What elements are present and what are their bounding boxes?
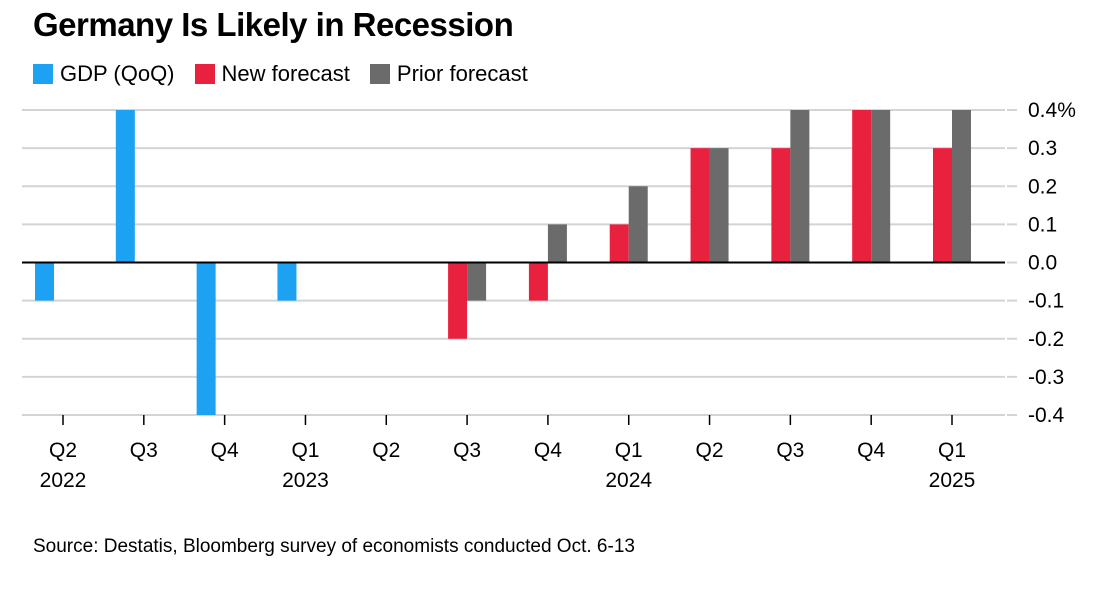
y-tick-label: -0.1	[1028, 290, 1064, 313]
x-tick-label-quarter: Q2	[696, 439, 724, 462]
x-tick-label-quarter: Q3	[130, 439, 158, 462]
bar-gdp-qoq	[115, 110, 135, 263]
bar-new-forecast	[528, 262, 548, 301]
legend-label-prior-forecast: Prior forecast	[396, 61, 528, 86]
legend-swatch-prior-forecast	[369, 64, 390, 84]
bar-prior-forecast	[547, 224, 567, 263]
legend-swatch-new-forecast	[194, 64, 215, 84]
y-tick-label: 0.3	[1028, 137, 1057, 160]
legend-item-gdp: GDP (QoQ)	[33, 61, 175, 87]
legend: GDP (QoQ) New forecast Prior forecast	[33, 60, 548, 88]
bar-prior-forecast	[467, 262, 487, 301]
legend-swatch-gdp	[33, 64, 53, 84]
bar-prior-forecast	[790, 110, 810, 263]
y-tick-label: 0.2	[1028, 175, 1057, 198]
bar-new-forecast	[609, 224, 629, 263]
legend-label-new-forecast: New forecast	[221, 61, 350, 86]
x-tick-label-year: 2022	[40, 469, 87, 492]
x-tick-label-year: 2025	[929, 469, 976, 492]
bar-prior-forecast	[709, 148, 729, 263]
bar-prior-forecast	[628, 186, 648, 263]
bar-gdp-qoq	[277, 262, 297, 301]
x-tick-label-quarter: Q4	[534, 439, 562, 462]
bar-new-forecast	[933, 148, 952, 263]
y-tick-label: 0.0	[1028, 252, 1057, 275]
x-tick-label-quarter: Q1	[615, 439, 643, 462]
legend-label-gdp: GDP (QoQ)	[60, 61, 175, 86]
bar-gdp-qoq	[196, 262, 216, 415]
bar-new-forecast	[690, 148, 710, 263]
x-tick-label-quarter: Q4	[857, 439, 885, 462]
bar-prior-forecast	[871, 110, 891, 263]
y-tick-label: 0.1	[1028, 213, 1057, 236]
x-tick-label-quarter: Q3	[453, 439, 481, 462]
y-tick-label: -0.4	[1028, 404, 1065, 427]
x-tick-label-quarter: Q2	[49, 439, 77, 462]
legend-item-prior-forecast: Prior forecast	[369, 61, 528, 87]
y-tick-label: 0.4%	[1028, 99, 1076, 122]
bar-prior-forecast	[952, 110, 971, 263]
legend-item-new-forecast: New forecast	[194, 61, 350, 87]
x-tick-label-quarter: Q2	[372, 439, 400, 462]
bar-new-forecast	[852, 110, 872, 263]
bar-new-forecast	[771, 148, 791, 263]
bar-gdp-qoq	[35, 262, 54, 301]
x-tick-label-quarter: Q3	[776, 439, 804, 462]
x-tick-label-year: 2023	[282, 469, 329, 492]
y-tick-label: -0.2	[1028, 328, 1064, 351]
x-tick-label-quarter: Q4	[211, 439, 239, 462]
y-tick-label: -0.3	[1028, 366, 1064, 389]
source-note: Source: Destatis, Bloomberg survey of ec…	[33, 536, 635, 557]
x-tick-label-quarter: Q1	[291, 439, 319, 462]
chart-title: Germany Is Likely in Recession	[33, 6, 514, 43]
bar-new-forecast	[448, 262, 468, 339]
x-tick-label-quarter: Q1	[938, 439, 966, 462]
x-tick-label-year: 2024	[605, 469, 652, 492]
